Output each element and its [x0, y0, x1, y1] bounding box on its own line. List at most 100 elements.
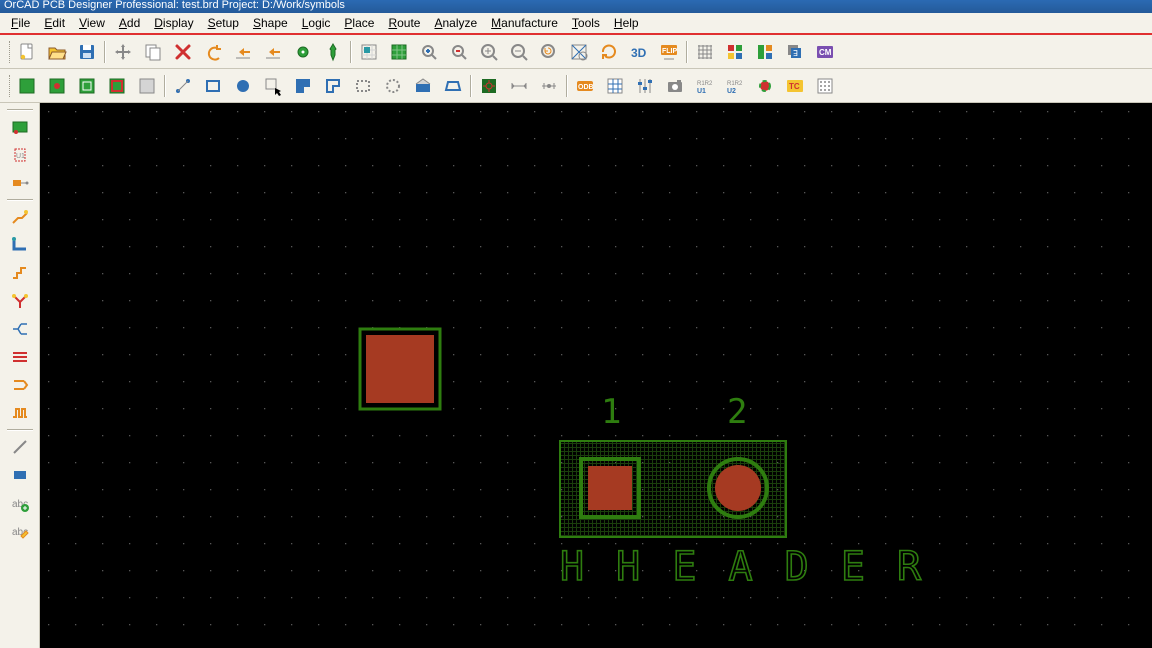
disabled-box-button[interactable]: [133, 72, 161, 100]
3d-button[interactable]: 3D: [625, 38, 653, 66]
camera-button[interactable]: [661, 72, 689, 100]
menu-place[interactable]: Place: [337, 14, 381, 32]
file-open-button[interactable]: [43, 38, 71, 66]
green-box2-button[interactable]: [43, 72, 71, 100]
grid-sheet-icon: [389, 42, 409, 62]
shadow-button[interactable]: ꓱ: [781, 38, 809, 66]
copy-button[interactable]: [139, 38, 167, 66]
green-box3-button[interactable]: [73, 72, 101, 100]
menu-help[interactable]: Help: [607, 14, 646, 32]
menu-analyze[interactable]: Analyze: [427, 14, 484, 32]
redo-button[interactable]: [259, 38, 287, 66]
text-edit-icon: abc: [10, 521, 30, 541]
zoom-in-rect-button[interactable]: [415, 38, 443, 66]
grid-sheet-button[interactable]: [385, 38, 413, 66]
file-new-button[interactable]: [13, 38, 41, 66]
select-arrow-button[interactable]: [259, 72, 287, 100]
zoom-out-button[interactable]: [505, 38, 533, 66]
route-swap-button[interactable]: [6, 371, 34, 399]
file-save-button[interactable]: [73, 38, 101, 66]
tool-rect-button[interactable]: [6, 461, 34, 489]
menu-setup[interactable]: Setup: [201, 14, 246, 32]
grid-toggle-button[interactable]: [691, 38, 719, 66]
route-tune-button[interactable]: [6, 399, 34, 427]
place-net-button[interactable]: [6, 169, 34, 197]
snap-point-icon: [173, 76, 193, 96]
green-box4-button[interactable]: [103, 72, 131, 100]
shape-fill-button[interactable]: [409, 72, 437, 100]
svg-text:ꓱ: ꓱ: [793, 49, 798, 58]
odb-button[interactable]: ODB: [571, 72, 599, 100]
zoom-in-button[interactable]: [475, 38, 503, 66]
workspace: U1 abc abc 12H H E A D E R: [0, 103, 1152, 648]
place-ic-icon: U1: [10, 145, 30, 165]
route-L-button[interactable]: [6, 231, 34, 259]
menu-file[interactable]: File: [4, 14, 37, 32]
menu-bar: FileEditViewAddDisplaySetupShapeLogicPla…: [0, 13, 1152, 35]
grid-fit-button[interactable]: [355, 38, 383, 66]
tune-button[interactable]: [631, 72, 659, 100]
svg-text:U2: U2: [727, 88, 736, 95]
route-y-button[interactable]: [6, 287, 34, 315]
delete-button[interactable]: [169, 38, 197, 66]
menu-shape[interactable]: Shape: [246, 14, 295, 32]
tc-button[interactable]: TC: [781, 72, 809, 100]
net-names-button[interactable]: R1R2U1: [691, 72, 719, 100]
flip-button[interactable]: FLIP: [655, 38, 683, 66]
route-step-button[interactable]: [6, 259, 34, 287]
shape-fill-icon: [413, 76, 433, 96]
menu-view[interactable]: View: [72, 14, 112, 32]
back-undo-button[interactable]: [229, 38, 257, 66]
zoom-out-rect-button[interactable]: [445, 38, 473, 66]
layer-colors-button[interactable]: [721, 38, 749, 66]
target-green-button[interactable]: [475, 72, 503, 100]
shape-rect-icon: [203, 76, 223, 96]
shape-circle-button[interactable]: [229, 72, 257, 100]
menu-logic[interactable]: Logic: [295, 14, 338, 32]
menu-tools[interactable]: Tools: [565, 14, 607, 32]
place-ic-button[interactable]: U1: [6, 141, 34, 169]
outline-circle-button[interactable]: [379, 72, 407, 100]
shape-rect-button[interactable]: [199, 72, 227, 100]
trapezoid-button[interactable]: [439, 72, 467, 100]
place-comp-button[interactable]: [6, 113, 34, 141]
zoom-world-button[interactable]: [565, 38, 593, 66]
dim-h-button[interactable]: [505, 72, 533, 100]
trapezoid-icon: [443, 76, 463, 96]
green-box1-button[interactable]: [13, 72, 41, 100]
menu-add[interactable]: Add: [112, 14, 147, 32]
move-button[interactable]: [109, 38, 137, 66]
menu-display[interactable]: Display: [147, 14, 200, 32]
tool-line-button[interactable]: [6, 433, 34, 461]
refresh-icon: [599, 42, 619, 62]
dim-h2-button[interactable]: [535, 72, 563, 100]
svg-text:FLIP: FLIP: [662, 48, 677, 55]
refresh-button[interactable]: [595, 38, 623, 66]
prop-edit-button[interactable]: [289, 38, 317, 66]
zoom-prev-button[interactable]: [535, 38, 563, 66]
text-edit-button[interactable]: abc: [6, 517, 34, 545]
toolbar-separator: [684, 38, 690, 66]
undo-button[interactable]: [199, 38, 227, 66]
color-swatch-button[interactable]: [751, 38, 779, 66]
menu-manufacture[interactable]: Manufacture: [484, 14, 565, 32]
route-trace-button[interactable]: [6, 203, 34, 231]
cmgr-button[interactable]: CM: [811, 38, 839, 66]
matrix-button[interactable]: [811, 72, 839, 100]
outline-rect-button[interactable]: [349, 72, 377, 100]
net-names-icon: R1R2U1: [695, 76, 715, 96]
snap-point-button[interactable]: [169, 72, 197, 100]
shape-poly-button[interactable]: [289, 72, 317, 100]
pin-button[interactable]: [319, 38, 347, 66]
design-canvas[interactable]: 12H H E A D E R: [40, 103, 1152, 648]
status-dot-button[interactable]: [751, 72, 779, 100]
db-grid-button[interactable]: [601, 72, 629, 100]
text-add-button[interactable]: abc: [6, 489, 34, 517]
menu-edit[interactable]: Edit: [37, 14, 72, 32]
place-comp-icon: [10, 117, 30, 137]
menu-route[interactable]: Route: [381, 14, 427, 32]
route-fan-button[interactable]: [6, 315, 34, 343]
route-lines-button[interactable]: [6, 343, 34, 371]
shape-L-button[interactable]: [319, 72, 347, 100]
net-names2-button[interactable]: R1R2U2: [721, 72, 749, 100]
